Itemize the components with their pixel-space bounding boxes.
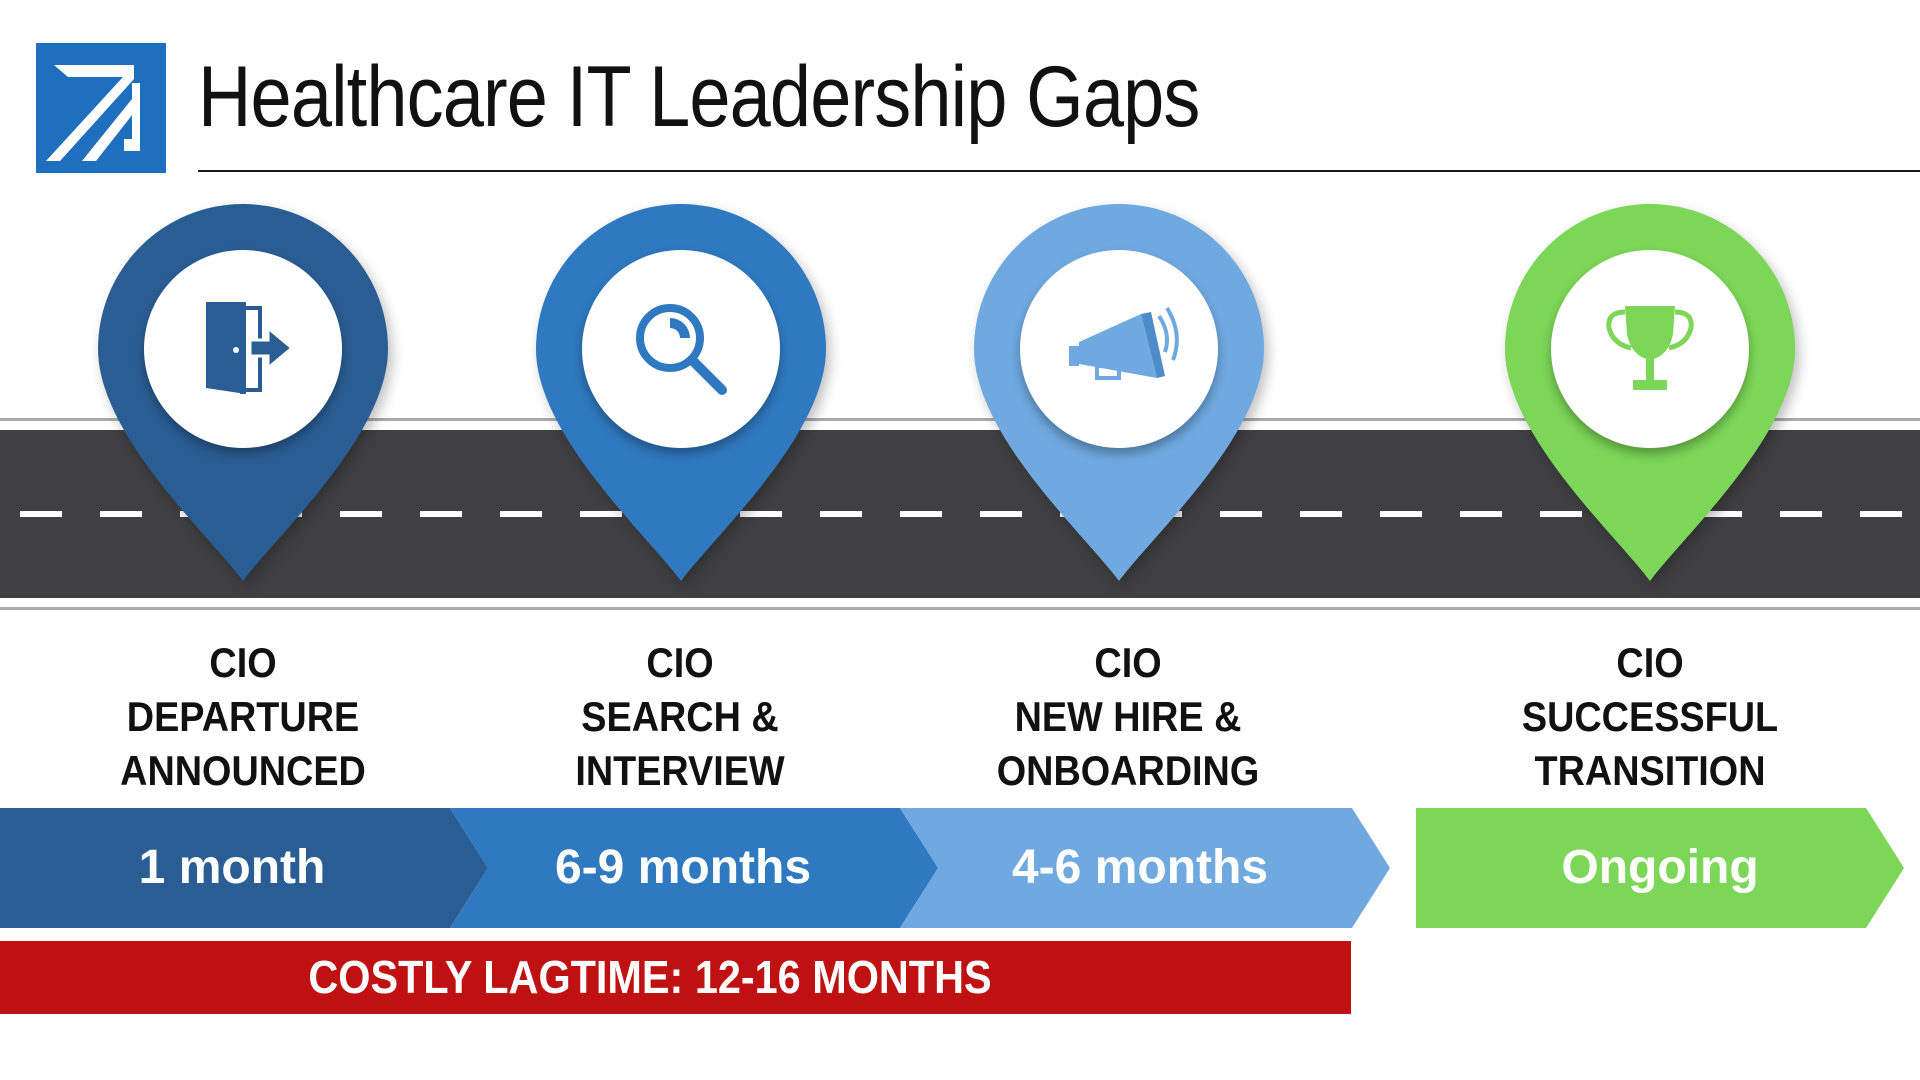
megaphone-icon: [1059, 294, 1179, 404]
duration-onboarding: 4-6 months: [960, 842, 1320, 894]
stage-label-onboarding: CIO NEW HIRE & ONBOARDING: [966, 636, 1290, 798]
stage-label-line: CIO: [81, 636, 405, 690]
stage-label-line: CIO: [966, 636, 1290, 690]
lagtime-text: COSTLY LAGTIME: 12-16 MONTHS: [65, 941, 1235, 1014]
stage-label-transition: CIO SUCCESSFUL TRANSITION: [1488, 636, 1812, 798]
lagtime-bar: COSTLY LAGTIME: 12-16 MONTHS: [0, 941, 1351, 1014]
company-logo-icon: [36, 43, 166, 173]
stage-label-line: CIO: [518, 636, 842, 690]
door-exit-icon: [188, 294, 298, 404]
stage-label-line: CIO: [1488, 636, 1812, 690]
milestone-pin-search: [536, 204, 826, 581]
duration-transition: Ongoing: [1480, 842, 1840, 894]
trophy-icon: [1595, 294, 1705, 404]
milestone-pin-onboarding: [974, 204, 1264, 581]
title-divider: [198, 170, 1920, 172]
stage-label-line: INTERVIEW: [518, 744, 842, 798]
stage-label-line: SUCCESSFUL: [1488, 690, 1812, 744]
road-bottom-edge: [0, 607, 1920, 610]
stage-label-line: ONBOARDING: [966, 744, 1290, 798]
stage-label-line: DEPARTURE: [81, 690, 405, 744]
stage-label-line: ANNOUNCED: [81, 744, 405, 798]
stage-label-line: TRANSITION: [1488, 744, 1812, 798]
milestone-pin-transition: [1505, 204, 1795, 581]
duration-departure: 1 month: [52, 842, 412, 894]
milestone-pin-departure: [98, 204, 388, 581]
magnifying-glass-icon: [626, 294, 736, 404]
stage-label-line: NEW HIRE &: [966, 690, 1290, 744]
stage-label-departure: CIO DEPARTURE ANNOUNCED: [81, 636, 405, 798]
stage-label-search: CIO SEARCH & INTERVIEW: [518, 636, 842, 798]
stage-label-line: SEARCH &: [518, 690, 842, 744]
duration-search: 6-9 months: [503, 842, 863, 894]
page-title: Healthcare IT Leadership Gaps: [198, 54, 1200, 140]
